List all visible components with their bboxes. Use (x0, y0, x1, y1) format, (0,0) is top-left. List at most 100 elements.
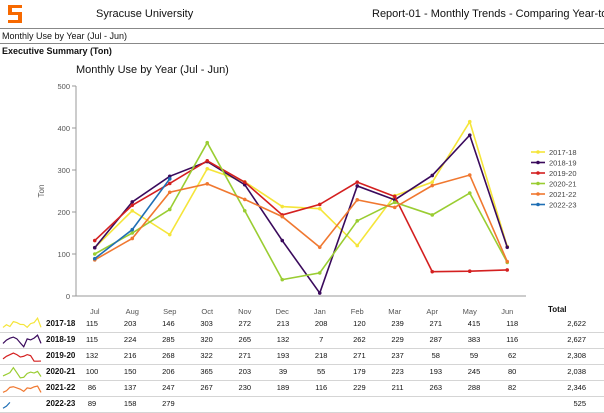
table-cell: 216 (123, 351, 137, 360)
table-cell: 86 (87, 383, 97, 392)
x-tick-label: Jun (501, 307, 513, 316)
table-cell: 146 (162, 319, 175, 328)
table-cell: 115 (86, 319, 98, 328)
table-cell: 271 (429, 319, 443, 328)
legend-label: 2022-23 (549, 201, 577, 210)
data-point (467, 133, 472, 137)
table-cell: 208 (314, 319, 328, 328)
y-tick-label: 200 (57, 208, 70, 217)
data-point (130, 231, 135, 235)
table-cell: 158 (123, 399, 137, 408)
data-point (242, 180, 247, 184)
data-point (167, 232, 172, 237)
table-cell: 271 (353, 351, 366, 360)
table-cell: 115 (86, 335, 98, 344)
data-point (280, 277, 285, 282)
x-tick-label: Jul (90, 307, 100, 316)
data-point (430, 213, 435, 217)
row-label: 2020-21 (46, 367, 76, 376)
data-point (167, 207, 172, 212)
table-cell: 247 (162, 383, 175, 392)
sparkline-path (2, 334, 42, 348)
row-label: 2021-22 (46, 383, 76, 392)
table-row: 2020-21 100 150 206 365 203 39 55 179 223 193 245 80… (0, 364, 604, 381)
data-point (130, 200, 135, 204)
data-point (167, 174, 172, 179)
table-cell: 193 (276, 351, 290, 360)
table-cell: 245 (467, 367, 481, 376)
table-cell: 229 (391, 335, 404, 344)
syracuse-logo-icon (8, 5, 22, 23)
data-point (317, 245, 322, 250)
data-point (430, 183, 435, 188)
series-line-2018-19 (94, 133, 509, 295)
legend-label: 2017-18 (549, 148, 577, 157)
table-cell: 213 (276, 319, 290, 328)
data-point (467, 269, 472, 274)
org-name: Syracuse University (96, 8, 194, 20)
data-point (280, 204, 285, 209)
y-tick-label: 500 (57, 82, 70, 91)
data-point (355, 180, 360, 184)
table-cell: 58 (431, 351, 440, 360)
data-point (317, 206, 322, 211)
row-total: 2,308 (567, 351, 586, 360)
row-total: 525 (573, 399, 586, 408)
table-cell: 262 (353, 335, 366, 344)
data-point (467, 173, 472, 177)
x-tick-label: May (463, 307, 477, 316)
legend-marker (536, 192, 540, 196)
data-point (92, 245, 97, 250)
table-cell: 100 (85, 367, 99, 376)
table-cell: 230 (238, 383, 252, 392)
data-point (167, 190, 172, 195)
table-cell: 193 (429, 367, 443, 376)
row-label: 2022-23 (46, 399, 76, 408)
data-point (280, 238, 285, 243)
table-cell: 268 (162, 351, 175, 360)
table-row: 2018-19 115 224 285 320 265 132 7 262 229 287 383 11… (0, 332, 604, 349)
data-point (430, 173, 435, 178)
sparkline (2, 401, 11, 409)
legend-marker (536, 171, 540, 175)
series-line-2019-20 (94, 159, 508, 273)
sparkline-path (2, 352, 42, 362)
table-cell: 365 (200, 367, 213, 376)
y-tick-label: 0 (66, 292, 70, 301)
data-point (467, 191, 472, 195)
data-point (505, 259, 510, 264)
y-tick-label: 100 (57, 250, 70, 259)
table-cell: 267 (200, 383, 213, 392)
legend-marker (536, 181, 540, 186)
table-cell: 271 (238, 351, 252, 360)
report-subtitle: Monthly Use by Year (Jul - Jun) (2, 31, 128, 41)
data-point (167, 177, 172, 181)
data-point (167, 181, 172, 186)
table-cell: 322 (200, 351, 213, 360)
table-cell: 62 (508, 351, 517, 360)
table-cell: 211 (391, 383, 404, 392)
table-cell: 120 (353, 319, 366, 328)
data-point (392, 205, 397, 210)
report-title: Report-01 - Monthly Trends - Comparing Y… (372, 8, 604, 20)
data-point (205, 140, 210, 145)
line-chart: 0 100 200 300 400 500 Ton Jul Aug Sep Oct Nov Dec Jan… (37, 82, 577, 316)
sparkline-path (2, 401, 11, 409)
sparkline (2, 385, 42, 393)
section-title: Executive Summary (Ton) (2, 46, 112, 56)
data-point (505, 245, 510, 250)
data-point (392, 194, 397, 199)
subtitle-divider (0, 43, 604, 44)
report-header: Syracuse University Report-01 - Monthly … (0, 0, 604, 28)
table-cell: 203 (238, 367, 252, 376)
x-tick-label: Nov (238, 307, 252, 316)
sparkline (2, 334, 42, 348)
table-row: 2017-18 115 203 146 303 272 213 208 120 239 271 415… (0, 316, 604, 333)
table-cell: 288 (467, 383, 481, 392)
data-point (317, 202, 322, 207)
data-point (317, 271, 322, 275)
sparkline (2, 366, 42, 379)
x-tick-label: Mar (388, 307, 401, 316)
table-row: 2019-20 132 216 268 322 271 193 218 271 237 58 59 62… (0, 348, 604, 365)
data-point (92, 252, 97, 256)
